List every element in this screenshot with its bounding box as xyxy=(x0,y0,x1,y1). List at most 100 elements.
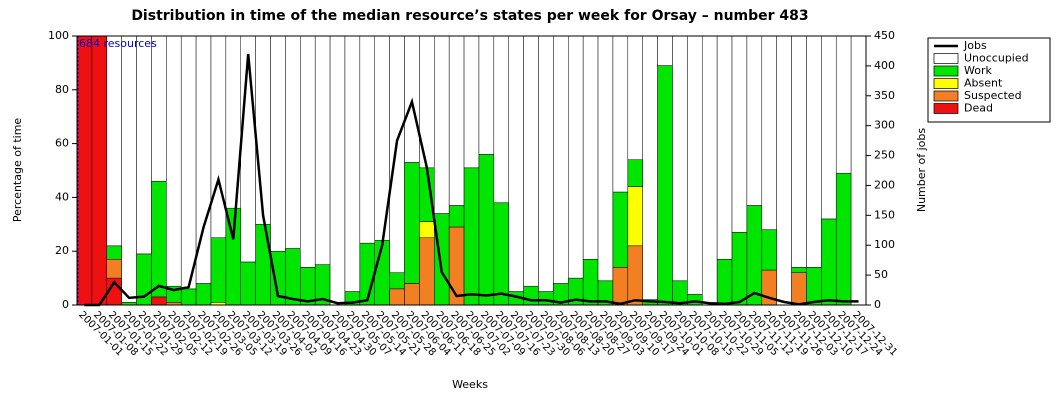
bar-segment xyxy=(657,35,673,66)
bar-segment xyxy=(91,35,108,306)
bar-segment xyxy=(731,35,748,233)
bar-segment xyxy=(806,267,822,306)
bar-segment xyxy=(106,35,122,247)
y-tick-label: 60 xyxy=(55,137,69,150)
y-tick-label: 0 xyxy=(62,298,69,311)
bar-segment xyxy=(210,35,227,238)
bar-segment xyxy=(746,205,763,306)
legend-label: Absent xyxy=(964,77,1003,90)
bar-segment xyxy=(612,191,629,268)
bar-segment xyxy=(389,288,405,306)
bar-segment xyxy=(835,172,852,306)
bar-segment xyxy=(538,291,554,306)
bar-segment xyxy=(374,240,390,306)
bar-segment xyxy=(180,288,197,306)
bar-segment xyxy=(791,35,807,268)
x-axis-label: Weeks xyxy=(452,378,488,391)
bar-segment xyxy=(314,35,331,265)
legend-label: Work xyxy=(964,64,992,77)
bar-segment xyxy=(582,259,599,306)
bar-segment xyxy=(434,35,450,214)
bar-segment xyxy=(806,35,822,268)
bar-segment xyxy=(419,221,435,238)
bar-segment xyxy=(687,293,703,306)
bar-segment xyxy=(151,181,167,298)
bar-segment xyxy=(463,35,480,169)
bar-segment xyxy=(687,35,703,295)
bar-segment xyxy=(538,35,554,292)
bar-segment xyxy=(850,35,867,306)
bar-segment xyxy=(195,283,212,306)
bar-segment xyxy=(448,205,465,228)
bar-segment xyxy=(821,35,837,220)
bar-segment xyxy=(612,267,629,306)
bar-segment xyxy=(761,229,777,271)
bar-segment xyxy=(76,35,93,306)
y-tick-label: 40 xyxy=(55,190,69,203)
bar-segment xyxy=(627,186,643,247)
bar-segment xyxy=(835,35,852,174)
bar-segment xyxy=(627,159,643,187)
bar-segment xyxy=(701,35,718,306)
y2-tick-label: 300 xyxy=(874,119,895,132)
y2-axis-label: Number of jobs xyxy=(915,128,928,213)
bar-segment xyxy=(716,35,733,260)
y2-tick-label: 150 xyxy=(874,208,895,221)
bar-segment xyxy=(731,232,748,306)
bar-segment xyxy=(255,224,271,306)
legend-swatch xyxy=(933,78,959,89)
y-tick-label: 100 xyxy=(48,29,69,42)
bar-segment xyxy=(493,35,509,204)
bar-segment xyxy=(493,202,509,306)
bar-segment xyxy=(404,283,420,306)
bar-segment xyxy=(166,35,182,287)
bar-segment xyxy=(582,35,599,260)
bar-segment xyxy=(270,35,286,252)
bar-segment xyxy=(121,35,137,303)
y2-tick-label: 100 xyxy=(874,238,895,251)
legend-swatch xyxy=(933,90,959,102)
bar-segment xyxy=(240,261,256,306)
bar-segment xyxy=(523,285,539,306)
bar-segment xyxy=(568,35,584,279)
bar-segment xyxy=(508,35,524,292)
bar-segment xyxy=(627,35,643,160)
bar-segment xyxy=(106,245,122,260)
bar-segment xyxy=(746,35,763,206)
y-tick-label: 80 xyxy=(55,83,69,96)
bar-segment xyxy=(716,259,733,306)
bar-segment xyxy=(389,35,405,273)
bar-segment xyxy=(821,218,837,306)
bar-segment xyxy=(419,237,435,306)
bar-segment xyxy=(672,35,688,282)
bar-segment xyxy=(627,245,643,306)
annotation: 684 resources xyxy=(79,37,157,50)
bar-segment xyxy=(255,35,271,225)
bar-segment xyxy=(478,154,495,306)
bar-segment xyxy=(359,35,375,244)
bar-segment xyxy=(791,272,807,306)
bar-segment xyxy=(776,35,792,306)
legend-label: Suspected xyxy=(964,89,1022,102)
bar-segment xyxy=(136,35,152,255)
y-axis-label: Percentage of time xyxy=(11,118,24,223)
bar-segment xyxy=(642,35,658,300)
bar-segment xyxy=(791,267,807,273)
bar-segment xyxy=(285,35,301,249)
legend-label: Dead xyxy=(964,102,993,115)
legend-swatch xyxy=(933,103,959,114)
y2-tick-label: 450 xyxy=(874,29,895,42)
legend-swatch xyxy=(933,65,959,77)
plot-frame xyxy=(76,35,867,306)
bar-segment xyxy=(106,259,122,279)
bar-segment xyxy=(240,35,256,263)
legend-label: Jobs xyxy=(963,39,987,52)
legend-swatch xyxy=(933,53,959,64)
y2-tick-label: 50 xyxy=(874,268,888,281)
bar-segment xyxy=(151,35,167,182)
jobs-line xyxy=(84,53,859,307)
y2-tick-label: 350 xyxy=(874,89,895,102)
y-tick-label: 20 xyxy=(55,244,69,257)
bar-segment xyxy=(523,35,539,287)
